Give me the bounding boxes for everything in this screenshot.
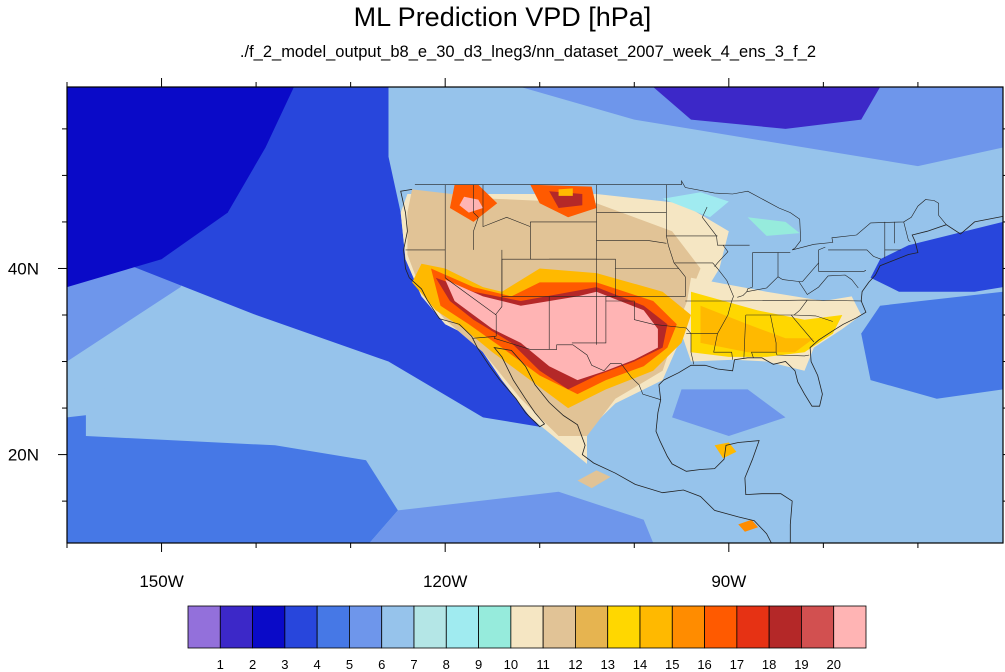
vpd-contour-region <box>747 217 800 236</box>
field-layer <box>67 87 1003 543</box>
state-border <box>743 314 747 358</box>
vpd-contour-region <box>445 279 658 381</box>
colorbar-label: 13 <box>600 657 614 672</box>
vpd-contour-region <box>738 519 759 532</box>
map-title: ML Prediction VPD [hPa] <box>353 2 652 32</box>
colorbar-label: 18 <box>762 657 776 672</box>
state-border <box>818 262 867 272</box>
vpd-contour-region <box>653 87 881 129</box>
vpd-contour-region <box>861 291 1003 399</box>
state-border <box>605 276 686 297</box>
vpd-contour-region <box>558 188 573 196</box>
colorbar-swatch <box>413 605 447 649</box>
state-border <box>775 352 810 357</box>
state-border <box>798 274 859 295</box>
state-border <box>818 246 826 251</box>
x-tick-label: 90W <box>711 572 746 591</box>
y-tick-label: 40N <box>8 259 39 278</box>
ticks-layer: 150W 120W 90W 40N 20N <box>8 78 1005 591</box>
colorbar-label: 17 <box>730 657 744 672</box>
state-border <box>444 249 497 337</box>
colorbar-swatch <box>542 605 576 649</box>
state-border <box>482 184 531 228</box>
vpd-contour-region <box>459 196 483 213</box>
state-border <box>746 276 779 292</box>
colorbar-swatch <box>252 605 286 649</box>
colorbar-swatch <box>349 605 383 649</box>
vpd-contour-region <box>662 192 729 218</box>
colorbar-label: 14 <box>633 657 647 672</box>
colorbar-label: 11 <box>536 657 550 672</box>
vpd-contour-region <box>577 470 611 489</box>
state-border <box>793 299 808 316</box>
y-tick-label: 20N <box>8 446 39 465</box>
map-subtitle: ./f_2_model_output_b8_e_30_d3_lneg3/nn_d… <box>239 43 817 61</box>
state-border <box>903 221 911 242</box>
colorbar-swatch <box>639 605 673 649</box>
state-border <box>714 245 729 267</box>
colorbar-swatch <box>671 605 705 649</box>
colorbar-swatch <box>316 605 350 649</box>
colorbar-swatch <box>801 605 835 649</box>
vpd-contour-region <box>85 380 502 474</box>
x-tick-label: 150W <box>139 572 183 591</box>
state-border <box>790 314 815 343</box>
vpd-contour-region <box>369 491 654 543</box>
colorbar-label: 10 <box>504 657 518 672</box>
colorbar-label: 4 <box>314 657 321 672</box>
colorbar-swatch <box>478 605 512 649</box>
vpd-contour-region <box>700 305 814 353</box>
coastline-layer <box>400 179 1003 543</box>
vpd-contour-region <box>67 87 294 288</box>
colorbar-label: 3 <box>281 657 288 672</box>
colorbar-label: 16 <box>697 657 711 672</box>
state-border <box>414 179 947 251</box>
vpd-contour-region <box>672 389 786 436</box>
state-border <box>571 296 607 344</box>
colorbar-swatch <box>445 605 479 649</box>
vpd-contour-region <box>870 221 1003 292</box>
state-border <box>666 184 686 277</box>
x-tick-label: 120W <box>423 572 467 591</box>
colorbar-label: 9 <box>475 657 482 672</box>
colorbar-swatch <box>381 605 415 649</box>
state-border <box>596 240 667 244</box>
state-border <box>549 258 616 297</box>
colorbar-label: 6 <box>378 657 385 672</box>
state-border <box>701 206 750 246</box>
colorbar-label: 12 <box>568 657 582 672</box>
colorbar: 1 2 3 4 5 6 7 8 9 10 11 12 13 14 15 16 17 18 19 20 <box>187 605 867 672</box>
colorbar-label: 1 <box>217 657 224 672</box>
colorbar-label: 7 <box>410 657 417 672</box>
colorbar-swatch <box>704 605 738 649</box>
colorbar-label: 20 <box>826 657 840 672</box>
colorbar-swatch <box>736 605 770 649</box>
colorbar-swatch <box>833 605 867 649</box>
state-border <box>737 252 753 298</box>
colorbar-swatch <box>510 605 544 649</box>
colorbar-label: 19 <box>794 657 808 672</box>
state-border <box>828 249 882 260</box>
state-border <box>605 300 695 365</box>
colorbar-label: 15 <box>665 657 679 672</box>
colorbar-swatch <box>768 605 802 649</box>
state-border <box>501 221 550 350</box>
plot-frame <box>66 86 1004 544</box>
colorbar-label: 2 <box>249 657 256 672</box>
coastline <box>400 189 1003 543</box>
colorbar-swatch <box>284 605 318 649</box>
colorbar-label: 5 <box>346 657 353 672</box>
colorbar-swatch <box>575 605 609 649</box>
colorbar-swatch <box>187 605 221 649</box>
state-border <box>752 249 819 282</box>
state-border <box>473 184 479 250</box>
vpd-contour-region <box>549 191 583 208</box>
colorbar-swatch <box>219 605 253 649</box>
state-border <box>674 262 734 302</box>
colorbar-label: 8 <box>443 657 450 672</box>
state-border <box>472 336 661 400</box>
colorbar-swatch <box>607 605 641 649</box>
